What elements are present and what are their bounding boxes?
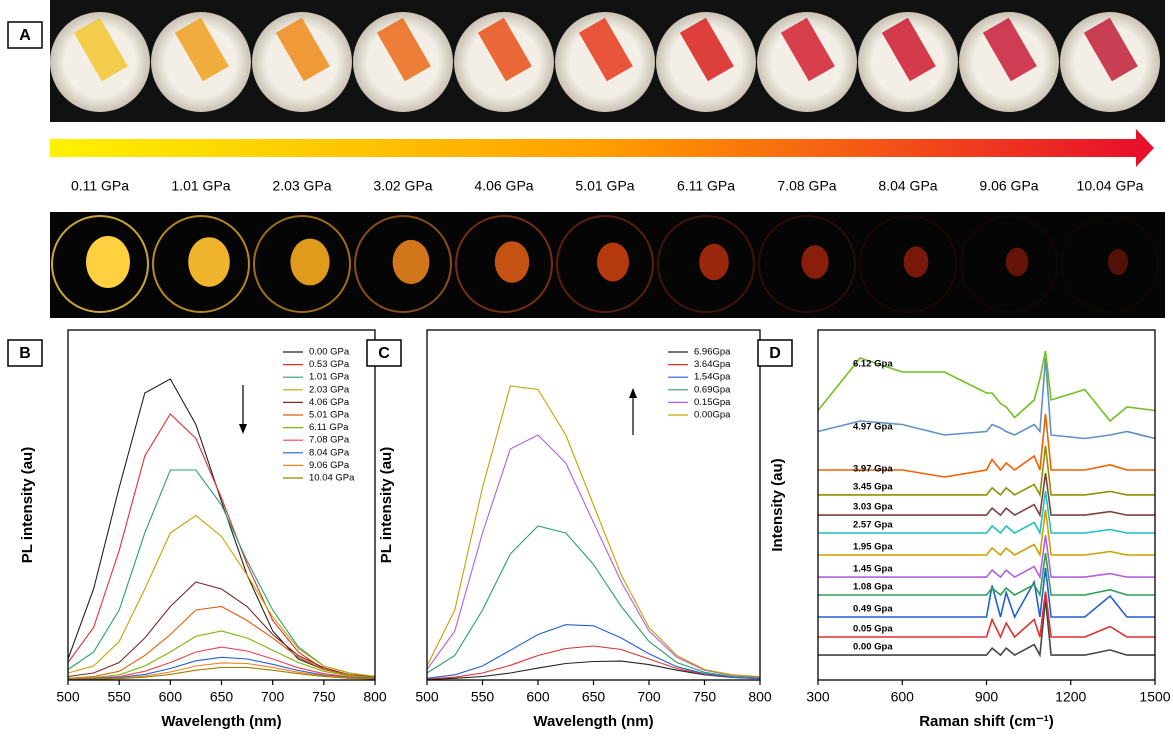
series-label: 1.45 Gpa (853, 564, 893, 575)
legend-label: 2.03 GPa (309, 384, 350, 395)
series-label: 6.12 Gpa (853, 359, 893, 370)
legend-label: 6.96Gpa (694, 347, 731, 358)
pressure-label: 7.08 GPa (777, 178, 836, 194)
pl-glow (188, 237, 230, 286)
legend-label: 5.01 GPa (309, 410, 350, 421)
panel-label: A (19, 27, 31, 44)
panel-label: B (19, 345, 31, 362)
legend-label: 1.54Gpa (694, 372, 731, 383)
x-tick-label: 600 (891, 689, 915, 705)
x-tick-label: 750 (693, 689, 717, 705)
pressure-label: 8.04 GPa (878, 178, 937, 194)
series-label: 1.95 Gpa (853, 542, 893, 553)
pl-glow (1006, 248, 1028, 277)
panel-label: C (378, 345, 390, 362)
x-tick-label: 900 (975, 689, 999, 705)
series-line (68, 516, 375, 677)
x-tick-label: 300 (806, 689, 830, 705)
pl-glow (597, 243, 629, 282)
legend-label: 4.06 GPa (309, 397, 350, 408)
pressure-label: 1.01 GPa (171, 178, 230, 194)
x-tick-label: 600 (159, 689, 183, 705)
pl-glow (1108, 249, 1128, 275)
legend-label: 3.64Gpa (694, 359, 731, 370)
panel-label: D (769, 345, 781, 362)
x-axis-title: Wavelength (nm) (161, 713, 281, 730)
series-label: 2.57 Gpa (853, 520, 893, 531)
x-tick-label: 550 (107, 689, 131, 705)
pressure-label: 9.06 GPa (979, 178, 1038, 194)
series-label: 0.05 Gpa (853, 623, 893, 634)
pressure-label: 6.11 GPa (677, 178, 735, 194)
trend-arrow-head (629, 388, 637, 398)
pl-glow (699, 244, 729, 280)
legend-label: 0.15Gpa (694, 397, 731, 408)
legend-label: 8.04 GPa (309, 447, 350, 458)
legend-label: 0.00Gpa (694, 410, 731, 421)
x-tick-label: 550 (471, 689, 495, 705)
legend-label: 6.11 GPa (309, 422, 349, 433)
pressure-label: 2.03 GPa (272, 178, 331, 194)
x-tick-label: 650 (210, 689, 234, 705)
pressure-arrow (50, 139, 1138, 157)
x-axis-title: Raman shift (cm⁻¹) (919, 713, 1054, 730)
series-label: 3.97 Gpa (853, 464, 893, 475)
legend-label: 1.01 GPa (309, 372, 350, 383)
legend-label: 10.04 GPa (309, 473, 355, 484)
pressure-label: 5.01 GPa (575, 178, 634, 194)
series-line (68, 631, 375, 679)
pl-glow (393, 240, 430, 284)
series-label: 0.49 Gpa (853, 604, 893, 615)
series-line (427, 386, 760, 677)
series-label: 3.45 Gpa (853, 481, 893, 492)
pressure-label: 3.02 GPa (373, 178, 432, 194)
x-tick-label: 750 (312, 689, 336, 705)
pressure-label: 4.06 GPa (474, 178, 533, 194)
arrow-head (1136, 129, 1154, 167)
figure: A 0.11 GPa1.01 GPa2.03 GPa3.02 GPa4.06 G… (0, 0, 1173, 731)
x-tick-label: 1200 (1055, 689, 1086, 705)
pl-glow (904, 246, 929, 277)
series-label: 1.08 Gpa (853, 581, 893, 592)
series-label: 3.03 Gpa (853, 502, 893, 513)
series-line (427, 435, 760, 677)
x-axis-title: Wavelength (nm) (533, 713, 653, 730)
x-tick-label: 650 (582, 689, 606, 705)
legend-label: 0.53 GPa (309, 359, 350, 370)
x-tick-label: 700 (637, 689, 661, 705)
pl-glow (86, 236, 130, 288)
x-tick-label: 800 (748, 689, 772, 705)
x-tick-label: 1500 (1139, 689, 1170, 705)
pressure-label: 0.11 GPa (71, 178, 129, 194)
series-line (427, 526, 760, 678)
pl-glow (801, 245, 828, 279)
y-axis-title: PL intensity (au) (19, 447, 36, 563)
legend-label: 0.00 GPa (309, 347, 350, 358)
legend-label: 7.08 GPa (309, 435, 350, 446)
pl-glow (495, 241, 529, 283)
x-tick-label: 500 (56, 689, 80, 705)
x-tick-label: 800 (363, 689, 387, 705)
x-tick-label: 700 (261, 689, 285, 705)
series-label: 0.00 Gpa (853, 642, 893, 653)
trend-arrow-head (239, 424, 247, 434)
pressure-label: 10.04 GPa (1077, 178, 1144, 194)
y-axis-title: Intensity (au) (769, 458, 786, 551)
legend-label: 0.69Gpa (694, 384, 731, 395)
series-label: 4.97 Gpa (853, 422, 893, 433)
y-axis-title: PL intensity (au) (378, 447, 395, 563)
legend-label: 9.06 GPa (309, 460, 350, 471)
x-tick-label: 600 (526, 689, 550, 705)
pl-glow (290, 239, 329, 286)
x-tick-label: 500 (415, 689, 439, 705)
